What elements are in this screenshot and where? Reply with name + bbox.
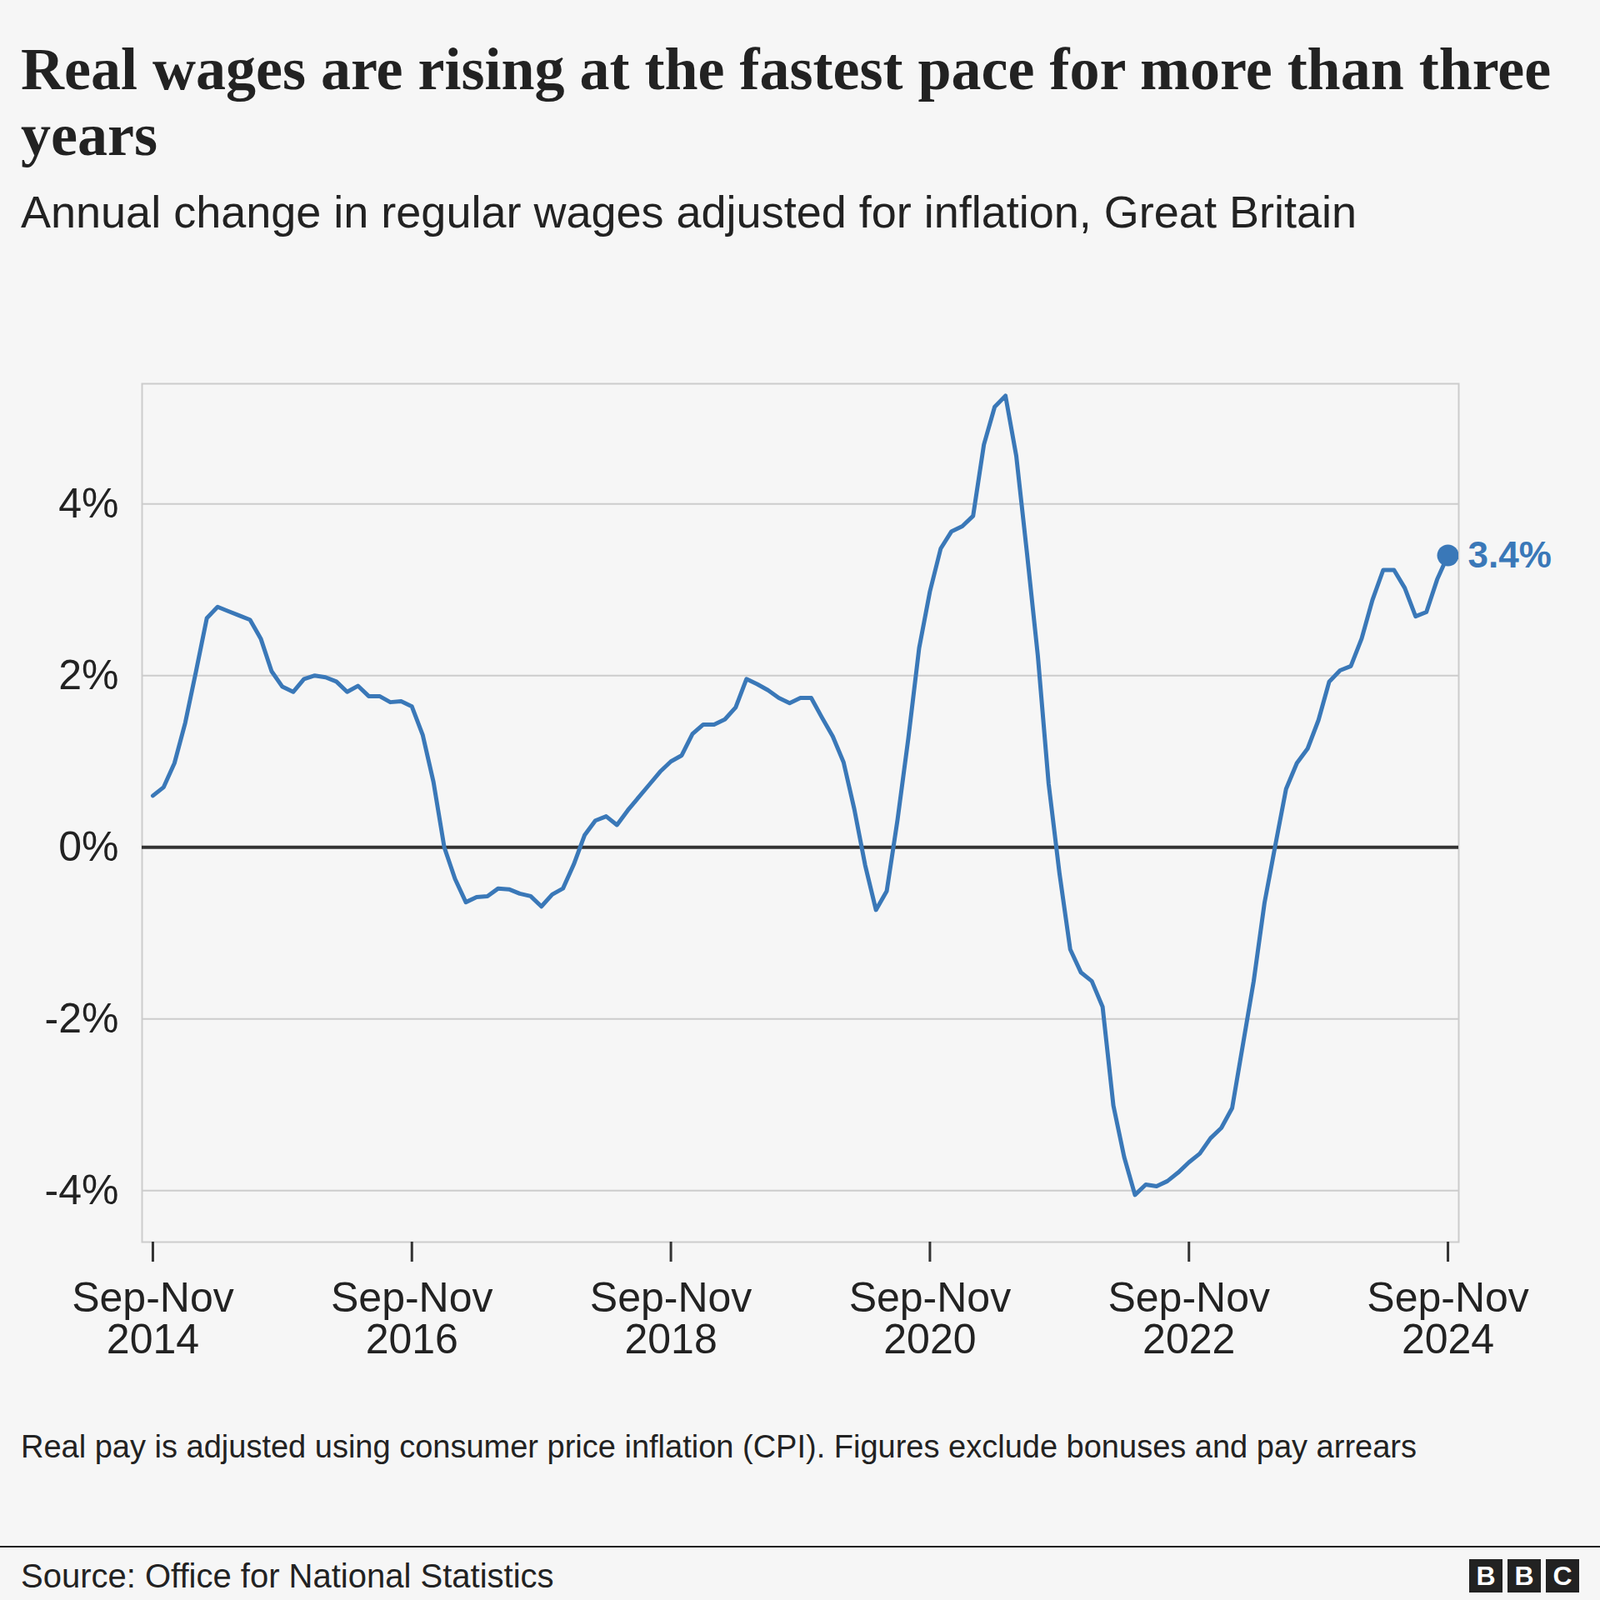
html-text:Real wages are rising at the f: Real wages are rising at the fastest pac… (20, 35, 1552, 169)
svg-text:4%: 4% (58, 480, 119, 527)
svg-text:Sep-Nov2016: Sep-Nov2016 (330, 1274, 494, 1363)
svg-text:Sep-Nov2014: Sep-Nov2014 (71, 1274, 235, 1363)
html-text:C: C (1552, 1560, 1573, 1591)
svg-text:Sep-Nov2020: Sep-Nov2020 (849, 1274, 1012, 1363)
svg-text:0%: 0% (58, 823, 119, 870)
svg-text:2%: 2% (58, 651, 119, 699)
html-text:Annual change in regular wages: Annual change in regular wages adjusted … (20, 187, 1357, 237)
svg-text:Sep-Nov2022: Sep-Nov2022 (1107, 1274, 1270, 1363)
html-text:Source: Office for National St: Source: Office for National Statistics (20, 1557, 554, 1595)
svg-text:Sep-Nov2024: Sep-Nov2024 (1366, 1274, 1530, 1363)
html-text:Real pay is adjusted using con: Real pay is adjusted using consumer pric… (20, 1429, 1417, 1465)
html-text:B: B (1476, 1560, 1496, 1591)
html-text:B: B (1514, 1560, 1534, 1591)
svg-text:-4%: -4% (45, 1166, 120, 1214)
svg-text:-2%: -2% (45, 995, 120, 1042)
svg-text:Sep-Nov2018: Sep-Nov2018 (590, 1274, 753, 1363)
svg-text:3.4%: 3.4% (1468, 534, 1552, 575)
